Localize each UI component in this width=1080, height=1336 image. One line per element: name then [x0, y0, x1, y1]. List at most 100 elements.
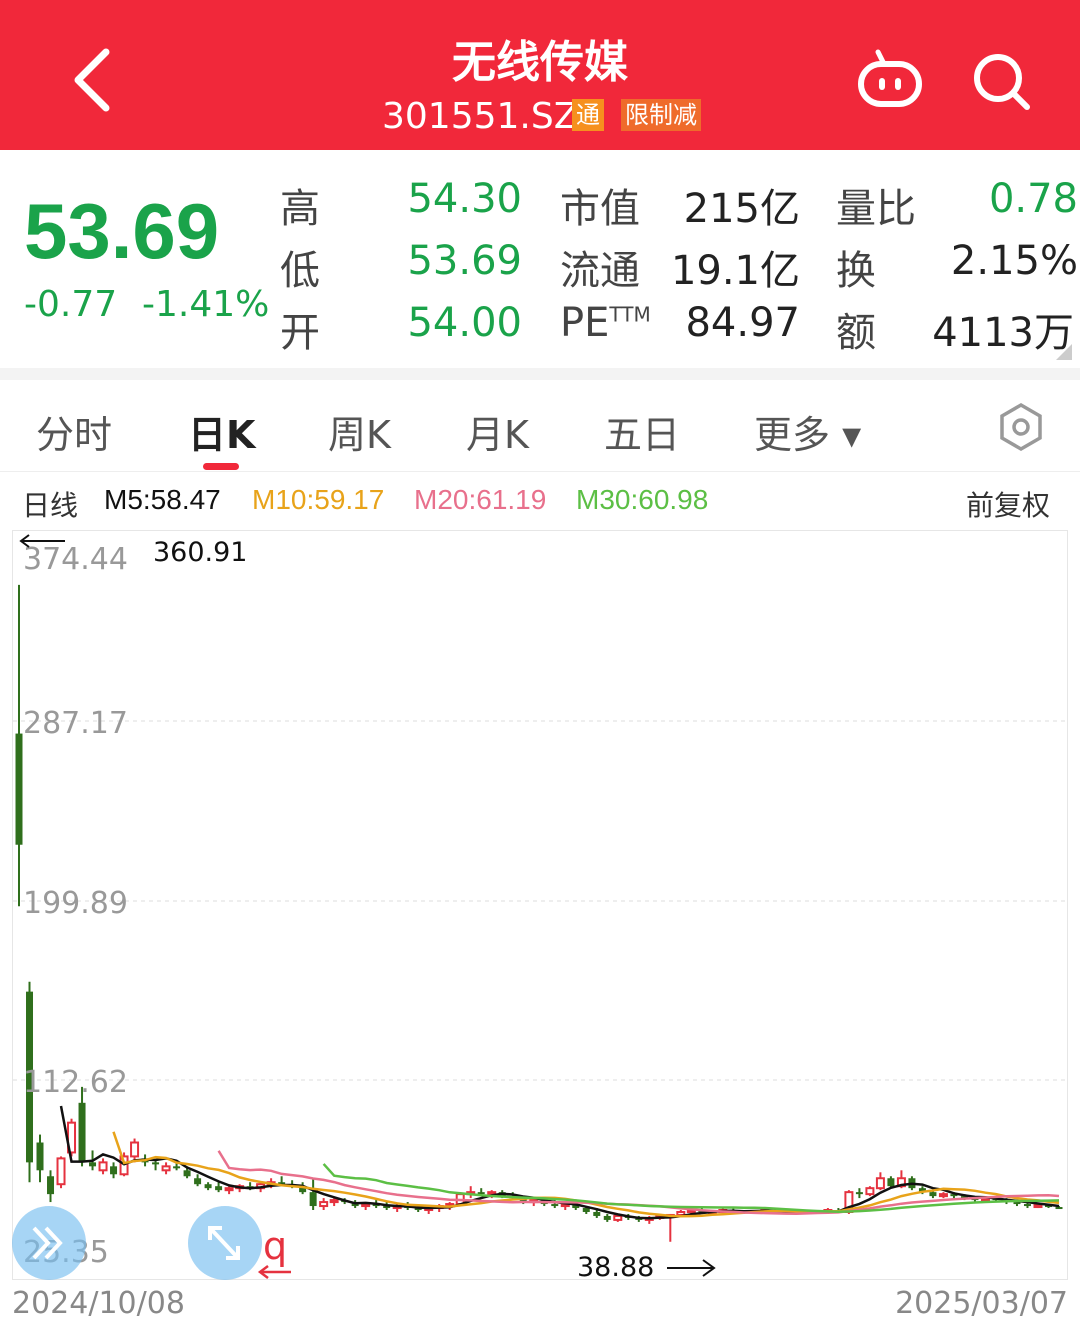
candle-body: [89, 1162, 97, 1167]
label-volume-ratio: 量比: [836, 186, 916, 232]
candle-body: [477, 1192, 485, 1195]
label-float-cap: 流通: [560, 248, 640, 294]
candle-body: [152, 1162, 160, 1165]
value-high: 54.30: [407, 176, 522, 222]
y-tick-0: 374.44: [23, 542, 128, 577]
candle-body: [204, 1184, 212, 1189]
candle-body: [950, 1194, 958, 1197]
search-icon[interactable]: [970, 50, 1032, 112]
x-label-start: 2024/10/08: [12, 1286, 185, 1321]
label-high: 高: [280, 186, 320, 232]
y-tick-3: 112.62: [23, 1065, 128, 1100]
y-tick-2: 199.89: [23, 886, 128, 921]
candle-body: [593, 1211, 601, 1216]
value-volume-ratio: 0.78: [988, 176, 1078, 222]
candle-body: [383, 1206, 391, 1209]
candle-body: [98, 1161, 108, 1172]
price-change: -0.77: [24, 284, 118, 325]
period-tabs: 分时 日K 周K 月K 五日 更多 ▾: [0, 380, 1080, 472]
legend-m10: M10:59.17: [252, 484, 385, 515]
tab-more[interactable]: 更多 ▾: [754, 413, 862, 457]
value-market-cap: 215亿: [683, 186, 800, 232]
max-price-label: 360.91: [153, 537, 247, 568]
tab-monthly-k[interactable]: 月K: [466, 413, 529, 457]
candle-body: [865, 1187, 875, 1196]
candle-body: [1055, 1207, 1063, 1210]
candle-body: [299, 1186, 307, 1193]
back-arrow-icon[interactable]: [62, 40, 122, 120]
candle-body: [414, 1208, 422, 1211]
label-amount: 额: [836, 310, 876, 356]
candle-body: [855, 1192, 863, 1195]
candle-body: [938, 1193, 948, 1198]
kline-chart[interactable]: 374.44 287.17 199.89 112.62 25.35 360.91…: [12, 530, 1069, 1283]
candle-body: [78, 1102, 86, 1163]
candle-body: [918, 1188, 926, 1193]
min-arrow-head: [702, 1259, 716, 1277]
candle-body: [551, 1204, 559, 1207]
resize-arrows-icon: [208, 1226, 240, 1260]
candle-body: [319, 1201, 329, 1208]
tag-restricted: 限制减: [621, 99, 701, 131]
value-low: 53.69: [407, 238, 522, 284]
ma30-line: [322, 1163, 1060, 1213]
candle-body: [361, 1203, 371, 1208]
kline-svg: 374.44 287.17 199.89 112.62 25.35 360.91…: [13, 534, 1069, 1283]
x-label-end: 2025/03/07: [895, 1286, 1068, 1321]
header: 无线传媒 301551.SZ 通 限制减: [0, 0, 1080, 150]
candle-body: [875, 1177, 885, 1190]
candle-body: [572, 1204, 580, 1209]
label-pe: PETTM: [560, 300, 651, 346]
tab-daily-k[interactable]: 日K: [188, 413, 256, 457]
candle-body: [161, 1165, 171, 1172]
legend-period: 日线: [22, 490, 79, 521]
annotation-arrow-head: [257, 1265, 269, 1279]
value-pe: 84.97: [685, 300, 800, 346]
value-amount: 4113万: [932, 310, 1074, 356]
candle-body: [309, 1192, 317, 1207]
candle-body: [56, 1157, 66, 1186]
candle-body: [130, 1141, 140, 1158]
tab-weekly-k[interactable]: 周K: [328, 413, 391, 457]
candle-body: [929, 1192, 937, 1197]
candle-body: [1023, 1204, 1031, 1207]
tab-intraday[interactable]: 分时: [36, 413, 113, 457]
label-open: 开: [280, 310, 320, 356]
divider: [0, 368, 1080, 380]
fullscreen-fab[interactable]: [188, 1206, 262, 1280]
candle-body: [887, 1178, 895, 1187]
robot-icon[interactable]: [856, 48, 924, 110]
legend-m5: M5:58.47: [104, 484, 221, 515]
candle-body: [960, 1196, 968, 1199]
candle-body: [36, 1142, 44, 1171]
candle-body: [183, 1170, 191, 1177]
candle-body: [26, 991, 34, 1163]
candle-body: [278, 1182, 286, 1185]
candle-body: [519, 1198, 527, 1203]
expand-corner-icon[interactable]: [1056, 344, 1072, 360]
settings-hexagon-icon[interactable]: [996, 402, 1046, 452]
candle-body: [329, 1199, 339, 1204]
candle-body: [173, 1166, 181, 1169]
tab-five-day[interactable]: 五日: [604, 413, 681, 457]
min-price-label: 38.88: [577, 1252, 654, 1281]
last-price: 53.69: [24, 187, 220, 275]
candle-body: [1013, 1202, 1021, 1205]
candle-body: [1033, 1204, 1043, 1209]
adjust-mode-button[interactable]: 前复权: [966, 490, 1051, 521]
label-market-cap: 市值: [560, 186, 640, 232]
double-chevron-icon: [32, 1226, 63, 1260]
value-open: 54.00: [407, 300, 522, 346]
candle-body: [582, 1208, 590, 1212]
candle-body: [372, 1204, 380, 1207]
legend-m20: M20:61.19: [414, 484, 547, 515]
tag-tong: 通: [572, 99, 604, 131]
stock-name: 无线传媒: [452, 37, 628, 88]
expand-sidebar-fab[interactable]: [12, 1206, 86, 1280]
candle-body: [194, 1178, 202, 1185]
annotation-q: q: [263, 1224, 287, 1268]
active-tab-indicator: [203, 463, 239, 470]
candle-body: [110, 1166, 118, 1175]
value-turnover: 2.15%: [950, 238, 1078, 284]
candle-body: [603, 1215, 611, 1220]
